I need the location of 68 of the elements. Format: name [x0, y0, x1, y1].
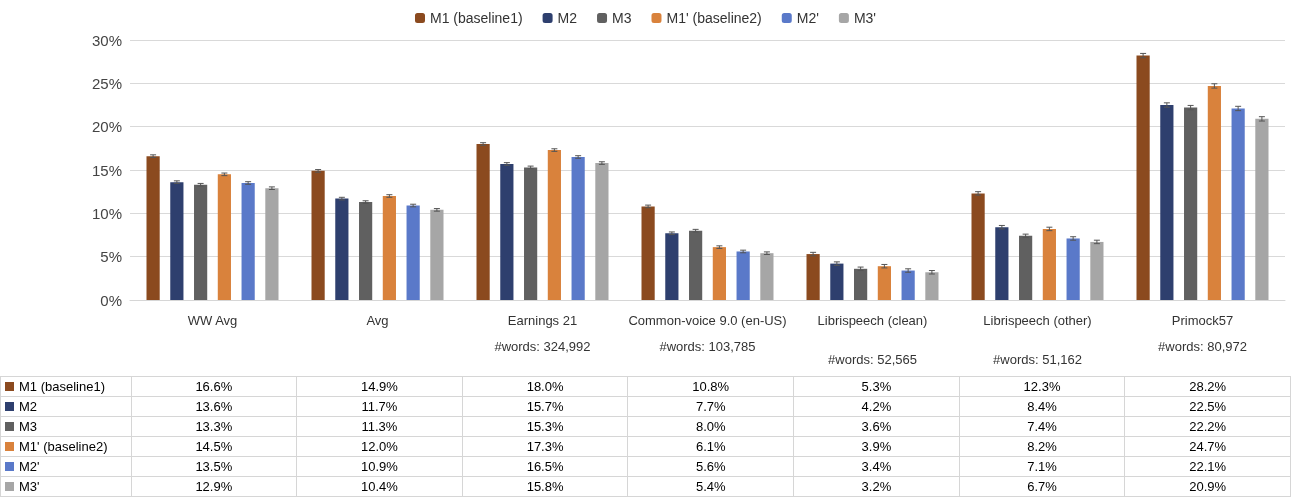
data-label: 11.3%: [296, 416, 463, 437]
data-label: 15.8%: [462, 476, 628, 497]
y-tick-label: 20%: [91, 118, 122, 136]
data-label: 8.0%: [627, 416, 794, 437]
data-label: 7.4%: [959, 416, 1125, 437]
data-label: 5.6%: [627, 456, 794, 477]
y-tick-label: 30%: [91, 31, 122, 49]
y-tick-label: 5%: [100, 248, 122, 266]
legend-label: M1 (baseline1): [429, 10, 523, 26]
data-label: 4.2%: [793, 396, 960, 417]
data-label: 8.4%: [959, 396, 1125, 417]
data-label: 12.9%: [131, 476, 297, 497]
legend-label: M2': [796, 10, 819, 26]
text: M2': [19, 459, 40, 474]
data-label: 12.3%: [959, 376, 1125, 397]
category-label: Librispeech (clean) #words: 52,565: [817, 313, 928, 367]
data-label: 17.3%: [462, 436, 628, 457]
data-label: 5.4%: [627, 476, 794, 497]
data-label: 12.0%: [296, 436, 463, 457]
data-label: 13.3%: [131, 416, 297, 437]
data-label: 15.3%: [462, 416, 628, 437]
data-label: 10.9%: [296, 456, 463, 477]
data-label: 24.7%: [1124, 436, 1291, 457]
data-label: 3.2%: [793, 476, 960, 497]
text: M3: [19, 419, 38, 434]
data-label: 6.1%: [627, 436, 794, 457]
y-tick-label: 15%: [91, 161, 122, 179]
y-tick-label: 25%: [91, 74, 122, 92]
x-tick-label: Common-voice 9.0 (en-US) #words: 103,785: [628, 313, 787, 354]
text: M1' (baseline2): [19, 439, 108, 454]
data-label: 3.9%: [793, 436, 960, 457]
data-label: 7.1%: [959, 456, 1125, 477]
data-label: 3.6%: [793, 416, 960, 437]
data-label: 10.4%: [296, 476, 463, 497]
data-label: 28.2%: [1124, 376, 1291, 397]
data-label: 10.8%: [627, 376, 794, 397]
data-label: 14.9%: [296, 376, 463, 397]
data-label: 13.6%: [131, 396, 297, 417]
data-label: 16.5%: [462, 456, 628, 477]
data-label: 11.7%: [296, 396, 463, 417]
data-label: 7.7%: [627, 396, 794, 417]
data-label: 22.2%: [1124, 416, 1291, 437]
text: M2: [19, 399, 38, 414]
y-tick-label: 10%: [91, 204, 122, 222]
data-label: 13.5%: [131, 456, 297, 477]
data-label: 8.2%: [959, 436, 1125, 457]
x-tick-label: Primock57 #words: 80,972: [1158, 313, 1247, 354]
data-label: 15.7%: [462, 396, 628, 417]
legend-label: M1' (baseline2): [666, 10, 762, 26]
x-tick-label: Earnings 21 #words: 324,992: [494, 313, 591, 354]
data-label: 5.3%: [793, 376, 960, 397]
data-label: 16.6%: [131, 376, 297, 397]
data-label: 3.4%: [793, 456, 960, 477]
data-label: 14.5%: [131, 436, 297, 457]
data-label: 20.9%: [1124, 476, 1291, 497]
legend-label: M2: [557, 10, 578, 26]
data-label: 6.7%: [959, 476, 1125, 497]
x-tick-label: Avg: [366, 313, 389, 328]
text: M1 (baseline1): [19, 379, 105, 394]
data-label: 22.1%: [1124, 456, 1291, 477]
data-label: 18.0%: [462, 376, 628, 397]
x-tick-label: WW Avg: [187, 313, 238, 328]
legend-label: M3: [612, 10, 632, 26]
text: M3': [19, 479, 40, 494]
legend-label: M3': [853, 10, 877, 26]
category-label: Librispeech (other) #words: 51,162: [983, 313, 1092, 367]
y-tick-label: 0%: [100, 291, 122, 309]
data-label: 22.5%: [1124, 396, 1291, 417]
